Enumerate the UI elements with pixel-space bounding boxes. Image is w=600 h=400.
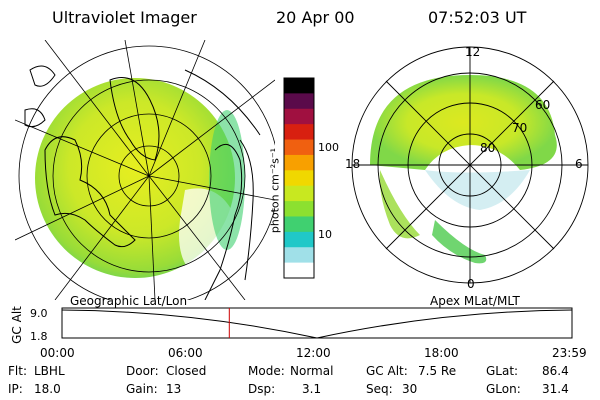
coastline-arc [184,69,261,136]
mode-value: Normal [290,364,334,378]
colorbar-cell [284,78,314,94]
geo-map [15,40,275,300]
timeline-ytick-top: 9.0 [30,307,48,320]
mlat-label-80: 80 [480,141,496,155]
altitude-timeline [61,307,573,339]
colorbar-cell [284,247,314,264]
mlat-label-70: 70 [512,121,528,135]
colorbar [283,77,315,279]
timeline-axis-label: GC Alt [9,306,24,344]
coastline-siberia [204,143,243,300]
mag-tail [432,220,487,264]
colorbar-unit-label: photon cm⁻²s⁻¹ [268,147,282,234]
time-label: 07:52:03 UT [428,8,527,27]
coastline-canada [44,136,136,248]
dsp-label: Dsp: [248,382,276,396]
colorbar-cell [284,201,314,217]
seq-value: 30 [402,382,418,396]
timeline-xtick-3: 18:00 [424,346,459,360]
flt-label: Flt: [8,364,27,378]
mag-projection-label: Apex MLat/MLT [430,294,520,308]
door-label: Door: [126,364,159,378]
timeline-ytick-bottom: 1.8 [30,330,48,343]
colorbar-cell [284,170,314,187]
ip-label: IP: [8,382,23,396]
gain-value: 13 [166,382,182,396]
coastline-west [24,65,56,128]
timeline-xtick-2: 12:00 [296,346,331,360]
glat-label: GLat: [486,364,519,378]
mlt-label-6: 6 [575,157,583,171]
timeline-xtick-4: 23:59 [552,346,587,360]
flt-value: LBHL [34,364,65,378]
colorbar-cell [284,139,314,156]
coastline-east [239,139,254,281]
glon-label: GLon: [486,382,521,396]
colorbar-cell [284,185,314,202]
geo-projection-label: Geographic Lat/Lon [70,294,188,308]
ip-value: 18.0 [34,382,61,396]
colorbar-tick-100: 100 [318,141,339,154]
instrument-title: Ultraviolet Imager [52,8,197,27]
colorbar-cell [284,154,314,171]
mag-diffuse-night [425,170,530,210]
glat-value: 86.4 [542,364,569,378]
mlt-label-12: 12 [465,45,481,59]
colorbar-cell [284,231,314,248]
mlt-label-18: 18 [345,157,361,171]
glon-value: 31.4 [542,382,569,396]
mag-map [351,46,589,284]
gcalt-value: 7.5 Re [418,364,457,378]
seq-label: Seq: [366,382,393,396]
geo-edge-band [209,110,245,250]
timeline-xtick-0: 00:00 [40,346,75,360]
timeline-xtick-1: 06:00 [168,346,203,360]
colorbar-cell [284,108,314,125]
colorbar-cell [284,216,314,233]
colorbar-cell [284,124,314,141]
mlat-label-60: 60 [535,98,551,112]
dsp-value: 3.1 [302,382,322,396]
mag-auroral-oval [370,75,557,170]
altitude-curve [61,309,573,339]
colorbar-tick-10: 10 [318,228,332,241]
date-label: 20 Apr 00 [276,8,355,27]
mlt-label-0: 0 [467,277,475,291]
mode-label: Mode: [248,364,285,378]
mag-oval-lower [379,170,420,239]
gcalt-label: GC Alt: [366,364,408,378]
door-value: Closed [166,364,207,378]
coastline-greenland [109,77,160,161]
gain-label: Gain: [126,382,158,396]
colorbar-cell [284,93,314,110]
colorbar-cell [284,262,314,279]
